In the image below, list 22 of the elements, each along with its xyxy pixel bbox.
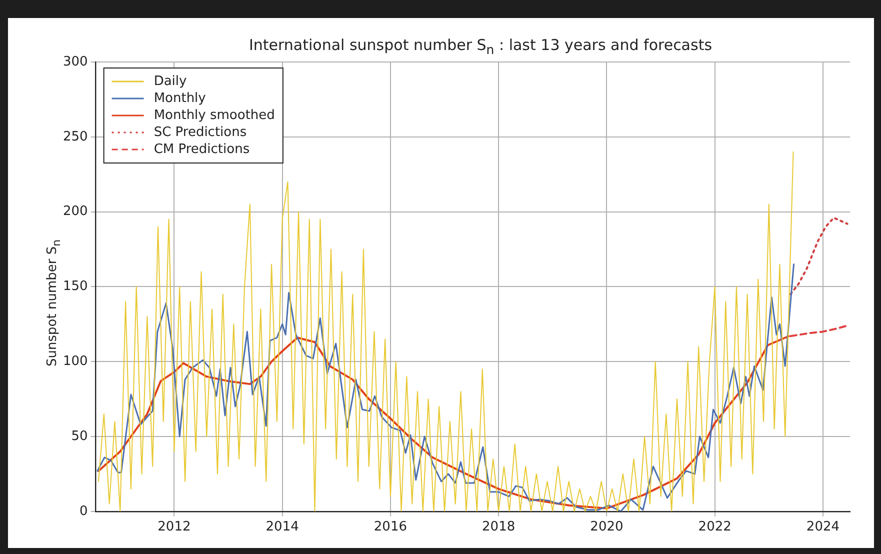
y-tick-label: 300 <box>62 54 88 70</box>
x-tick-label: 2020 <box>590 520 624 535</box>
y-tick-label: 0 <box>80 504 88 519</box>
x-tick-label: 2022 <box>698 520 732 535</box>
legend-label: SC Predictions <box>154 124 247 140</box>
line-series <box>790 324 848 338</box>
y-tick-label: 250 <box>62 129 88 144</box>
y-tick-label: 150 <box>62 279 88 294</box>
legend-label: CM Predictions <box>154 142 250 157</box>
legend-label: Daily <box>154 74 188 89</box>
legend-label: Monthly <box>154 90 206 106</box>
x-tick-label: 2012 <box>158 520 191 535</box>
line-series <box>790 216 848 296</box>
x-tick-label: 2014 <box>266 520 299 535</box>
y-tick-label: 200 <box>62 204 88 220</box>
chart-title: International sunspot number S$_{n}$ : last 13 years and forecasts <box>248 36 714 57</box>
y-tick-label: 50 <box>71 428 88 444</box>
x-tick-label: 2016 <box>374 520 408 535</box>
x-tick-label: 2024 <box>806 520 840 535</box>
y-tick-label: 100 <box>62 354 88 369</box>
x-tick-label: 2018 <box>482 520 516 535</box>
legend-label: Monthly smoothed <box>154 108 275 123</box>
